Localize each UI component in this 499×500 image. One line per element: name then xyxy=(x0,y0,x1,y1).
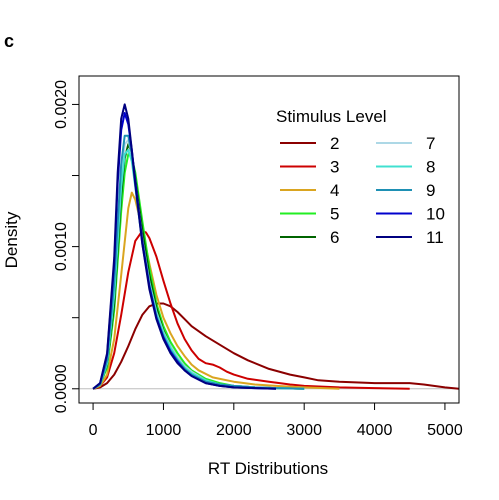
legend-label-level-3: 3 xyxy=(330,158,339,177)
legend-label-level-10: 10 xyxy=(426,205,445,224)
legend-label-level-8: 8 xyxy=(426,158,435,177)
x-tick-label: 2000 xyxy=(216,422,252,439)
density-curve-level-3 xyxy=(92,230,410,390)
panel-label: c xyxy=(4,31,14,51)
x-tick-label: 0 xyxy=(89,422,98,439)
legend-label-level-4: 4 xyxy=(330,181,339,200)
y-tick-label: 0.0000 xyxy=(53,364,70,413)
density-curve-level-2 xyxy=(92,302,459,390)
y-tick-label: 0.0010 xyxy=(53,222,70,271)
legend: Stimulus Level 2 3 4 5 6 7 8 9 10 11 xyxy=(276,107,445,247)
legend-label-level-6: 6 xyxy=(330,228,339,247)
legend-title: Stimulus Level xyxy=(276,107,387,126)
density-curve-level-11 xyxy=(92,103,277,390)
legend-label-level-2: 2 xyxy=(330,134,339,153)
y-axis-title: Density xyxy=(2,211,21,268)
legend-label-level-9: 9 xyxy=(426,181,435,200)
density-curve-level-10 xyxy=(92,112,277,390)
legend-label-level-11: 11 xyxy=(426,228,444,247)
density-curves xyxy=(92,103,459,390)
y-tick-label: 0.0020 xyxy=(53,80,70,129)
x-tick-label: 3000 xyxy=(286,422,322,439)
x-axis-title: RT Distributions xyxy=(208,459,328,478)
x-tick-label: 4000 xyxy=(357,422,393,439)
legend-label-level-5: 5 xyxy=(330,205,339,224)
y-axis: 0.0000 0.0010 0.0020 xyxy=(53,80,79,413)
x-tick-label: 1000 xyxy=(146,422,182,439)
legend-label-level-7: 7 xyxy=(426,134,435,153)
plot-frame xyxy=(78,75,460,404)
x-tick-label: 5000 xyxy=(427,422,463,439)
density-curve-level-4 xyxy=(92,191,340,390)
x-axis: 0 1000 2000 3000 4000 5000 xyxy=(89,403,463,439)
